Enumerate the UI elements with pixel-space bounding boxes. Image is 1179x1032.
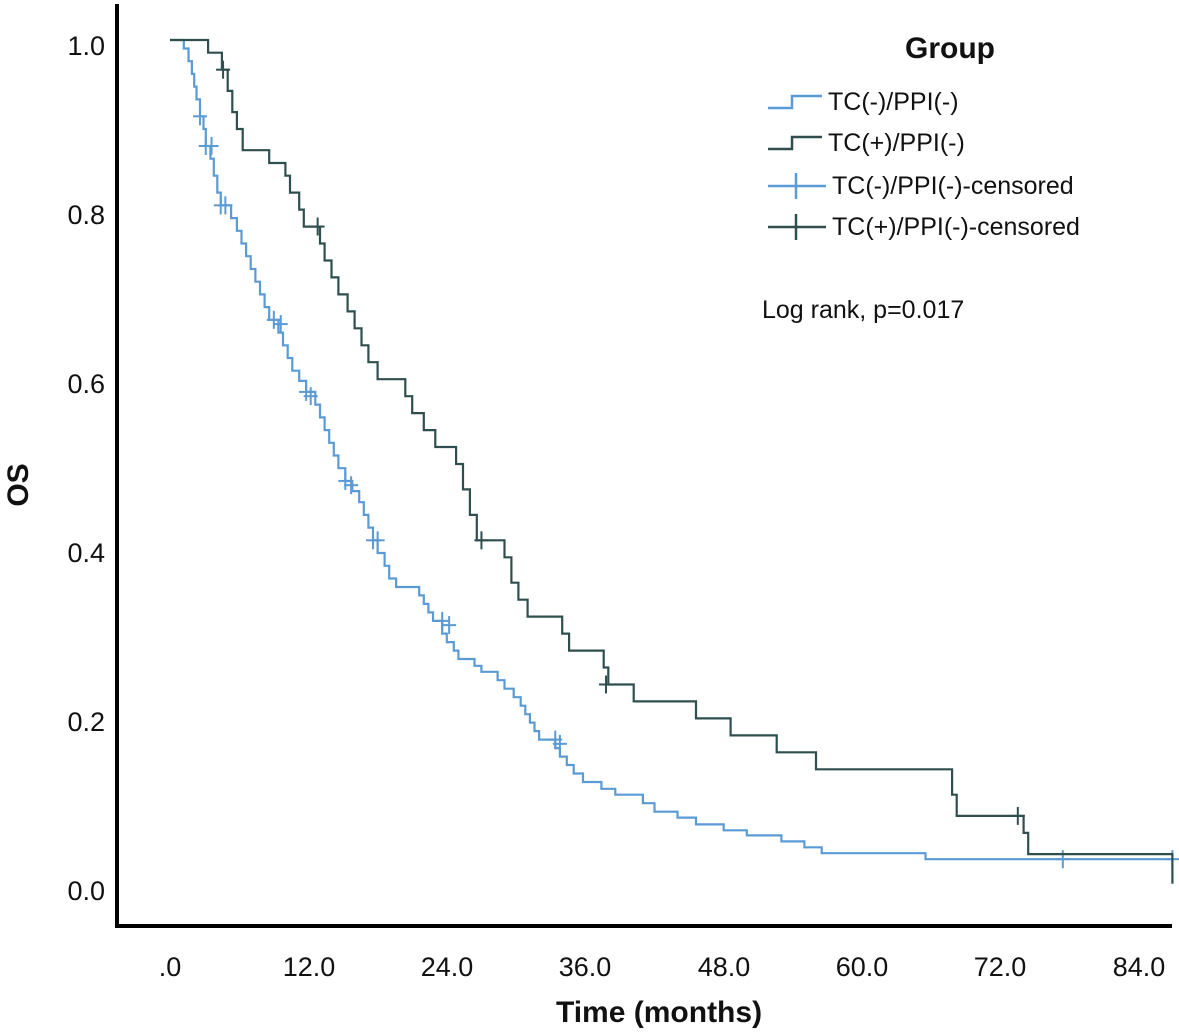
x-tick-labels: .0 12.0 24.0 36.0 48.0 60.0 72.0 84.0 <box>159 952 1166 982</box>
x-tick-label: 60.0 <box>836 952 889 982</box>
censor-mark-tc-neg-ppi-neg <box>442 616 457 635</box>
y-axis-title: OS <box>2 463 35 506</box>
legend-item-tc-neg: TC(-)/PPI(-) <box>768 88 959 116</box>
legend-title: Group <box>905 32 995 65</box>
x-tick-label: 48.0 <box>698 952 751 982</box>
legend-item-tc-neg-censored: TC(-)/PPI(-)-censored <box>768 172 1074 200</box>
legend-label: TC(+)/PPI(-)-censored <box>832 213 1080 241</box>
censor-mark-tc-neg-ppi-neg <box>552 734 567 753</box>
legend-line-swatch <box>768 94 822 110</box>
x-tick-label: 84.0 <box>1113 952 1166 982</box>
x-tick-label: 36.0 <box>559 952 612 982</box>
censor-mark-tc-neg-ppi-neg <box>370 531 385 550</box>
censor-mark-tc-neg-ppi-neg <box>1055 850 1070 869</box>
y-tick-label: 0.8 <box>67 200 105 230</box>
censor-mark-tc-neg-ppi-neg <box>435 611 450 630</box>
censor-mark-tc-neg-ppi-neg <box>273 315 288 334</box>
y-tick-label: 0.4 <box>67 538 105 568</box>
censor-mark-tc-pos-ppi-neg <box>599 675 614 694</box>
legend-line-swatch <box>768 135 822 151</box>
y-tick-label: 0.0 <box>67 876 105 906</box>
y-tick-label: 0.2 <box>67 707 105 737</box>
censor-mark-tc-pos-ppi-neg <box>474 531 489 550</box>
x-tick-label: 72.0 <box>974 952 1027 982</box>
censor-mark-tc-neg-ppi-neg <box>204 137 219 155</box>
x-axis-title: Time (months) <box>556 996 762 1029</box>
log-rank-annotation: Log rank, p=0.017 <box>762 296 964 324</box>
censor-mark-tc-pos-ppi-neg <box>310 217 325 236</box>
legend-item-tc-pos: TC(+)/PPI(-) <box>768 129 965 157</box>
legend-label: TC(+)/PPI(-) <box>828 129 965 157</box>
legend-item-tc-pos-censored: TC(+)/PPI(-)-censored <box>768 213 1080 241</box>
legend-label: TC(-)/PPI(-)-censored <box>832 172 1074 200</box>
x-tick-label: .0 <box>159 952 182 982</box>
x-tick-label: 24.0 <box>421 952 474 982</box>
series-layer <box>170 38 1179 884</box>
censor-mark-tc-pos-ppi-neg <box>216 60 231 79</box>
censor-mark-tc-pos-ppi-neg <box>1010 806 1025 825</box>
y-tick-label: 0.6 <box>67 369 105 399</box>
censor-mark-tc-neg-ppi-neg <box>344 476 359 495</box>
survival-curve-tc-pos-ppi-neg <box>170 38 1174 884</box>
legend-label: TC(-)/PPI(-) <box>828 88 959 116</box>
legend: Group TC(-)/PPI(-) TC(+)/PPI(-) TC(-)/PP… <box>762 32 1080 324</box>
survival-curve-tc-neg-ppi-neg <box>170 38 1174 861</box>
y-tick-labels: 0.0 0.2 0.4 0.6 0.8 1.0 <box>67 31 105 906</box>
censor-mark-tc-neg-ppi-neg <box>266 310 281 329</box>
censor-mark-tc-neg-ppi-neg <box>303 387 318 406</box>
y-tick-label: 1.0 <box>67 31 105 61</box>
censor-mark-tc-neg-ppi-neg <box>338 471 353 490</box>
x-tick-label: 12.0 <box>283 952 336 982</box>
censor-mark-tc-neg-ppi-neg <box>192 107 207 126</box>
censor-mark-tc-neg-ppi-neg <box>218 196 233 215</box>
